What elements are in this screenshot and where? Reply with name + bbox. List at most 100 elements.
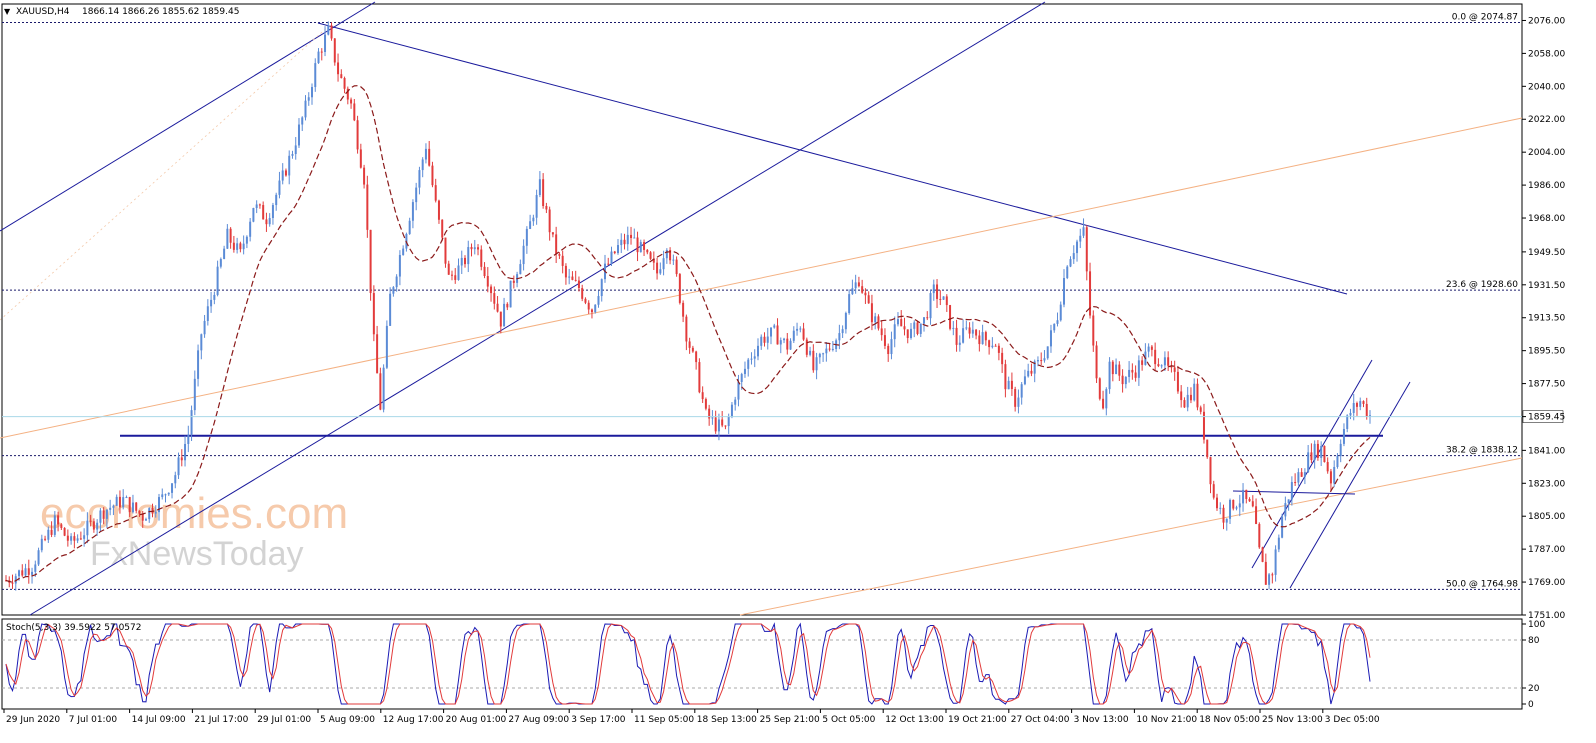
candle-body (60, 524, 63, 528)
candle-body (79, 538, 82, 540)
candle-body (1053, 323, 1056, 331)
price-tick-label-6: 1968.00 (1528, 214, 1565, 224)
candle-body (213, 294, 216, 300)
time-tick-label-0: 29 Jun 2020 (6, 715, 60, 725)
candle-body (1255, 506, 1258, 525)
candle-body (359, 149, 362, 168)
candle-body (799, 328, 802, 330)
candle-body (281, 170, 284, 181)
price-tick-label-4: 2004.00 (1528, 148, 1565, 158)
stoch-label: Stoch(5,3,3) 39.5922 57.0572 (6, 623, 141, 633)
time-tick-label-1: 7 Jul 01:00 (69, 715, 118, 725)
candle-body (724, 425, 727, 427)
price-tick-label-1: 2058.00 (1528, 49, 1565, 59)
candle-body (24, 568, 27, 576)
candle-body (1072, 253, 1075, 260)
candle-body (1046, 346, 1049, 359)
candle-body (333, 38, 336, 63)
time-tick-label-11: 18 Sep 13:00 (697, 715, 757, 725)
candle-body (486, 275, 489, 287)
candle-body (1001, 352, 1004, 365)
candle-body (1199, 407, 1202, 412)
candle-body (1215, 497, 1218, 509)
fib-label-1: 23.6 @ 1928.60 (1446, 280, 1518, 290)
candles (5, 21, 1371, 591)
candle-body (236, 243, 239, 250)
candle-body (695, 351, 698, 363)
candle-body (1040, 360, 1043, 362)
candle-body (672, 259, 675, 261)
candle-body (1349, 412, 1352, 416)
candle-body (1173, 367, 1176, 372)
candle-body (1134, 372, 1137, 378)
candle-body (389, 293, 392, 326)
candle-body (1170, 365, 1173, 368)
price-tick-label-7: 1949.50 (1528, 248, 1565, 258)
candle-body (551, 232, 554, 235)
candle-body (607, 263, 610, 265)
candle-body (1095, 345, 1098, 379)
orange-upper-line (0, 117, 1523, 439)
candle-body (483, 266, 486, 276)
candle-body (350, 99, 353, 104)
main-chart-frame (1, 3, 1523, 710)
candle-body (1329, 471, 1332, 484)
stochastic-panel: 100 80 20 0 (2, 620, 1545, 710)
candle-body (958, 342, 961, 345)
candle-body (47, 529, 50, 540)
candle-body (1362, 401, 1365, 404)
candle-body (86, 520, 89, 536)
candle-body (896, 319, 899, 325)
candle-body (1085, 227, 1088, 272)
candle-body (613, 251, 616, 254)
candle-body (460, 257, 463, 266)
candle-body (99, 510, 102, 523)
candle-body (226, 228, 229, 249)
time-tick-label-2: 14 Jul 09:00 (132, 715, 186, 725)
candle-body (1300, 472, 1303, 477)
candle-body (652, 258, 655, 263)
candle-body (522, 245, 525, 265)
fib-label-0: 0.0 @ 2074.87 (1452, 13, 1518, 23)
candle-body (981, 332, 984, 345)
candle-body (1102, 398, 1105, 409)
candle-body (1336, 456, 1339, 467)
candle-body (691, 347, 694, 352)
candle-body (11, 582, 14, 584)
candle-body (447, 263, 450, 275)
candle-body (779, 340, 782, 345)
candle-body (1294, 482, 1297, 484)
time-tick-label-14: 12 Oct 13:00 (885, 715, 944, 725)
candle-body (369, 229, 372, 294)
candle-body (678, 274, 681, 303)
candle-body (105, 509, 108, 519)
header-arrow-icon[interactable]: ▼ (4, 7, 11, 16)
candle-body (1066, 266, 1069, 279)
candle-body (747, 359, 750, 369)
candle-body (984, 332, 987, 341)
candle-body (1310, 452, 1313, 461)
candle-body (73, 536, 76, 541)
candle-body (408, 220, 411, 234)
candle-body (493, 293, 496, 304)
upper-channel-line (0, 1, 376, 232)
candle-body (1355, 403, 1358, 407)
candle-body (1303, 472, 1306, 477)
fib-label-3: 50.0 @ 1764.98 (1446, 579, 1518, 589)
candle-body (337, 62, 340, 75)
candle-body (431, 165, 434, 186)
candle-body (730, 404, 733, 417)
candle-body (1202, 411, 1205, 440)
candle-body (698, 362, 701, 393)
candle-body (477, 247, 480, 250)
price-tick-label-17: 1769.00 (1528, 578, 1565, 588)
candle-body (991, 345, 994, 348)
candle-body (450, 274, 453, 276)
candle-body (1128, 369, 1131, 377)
header-ohlc: 1866.14 1866.26 1855.62 1859.45 (82, 7, 239, 17)
candle-body (623, 239, 626, 245)
candle-body (708, 408, 711, 419)
candle-body (496, 303, 499, 312)
time-tick-label-19: 18 Nov 05:00 (1199, 715, 1260, 725)
candle-body (128, 497, 131, 513)
